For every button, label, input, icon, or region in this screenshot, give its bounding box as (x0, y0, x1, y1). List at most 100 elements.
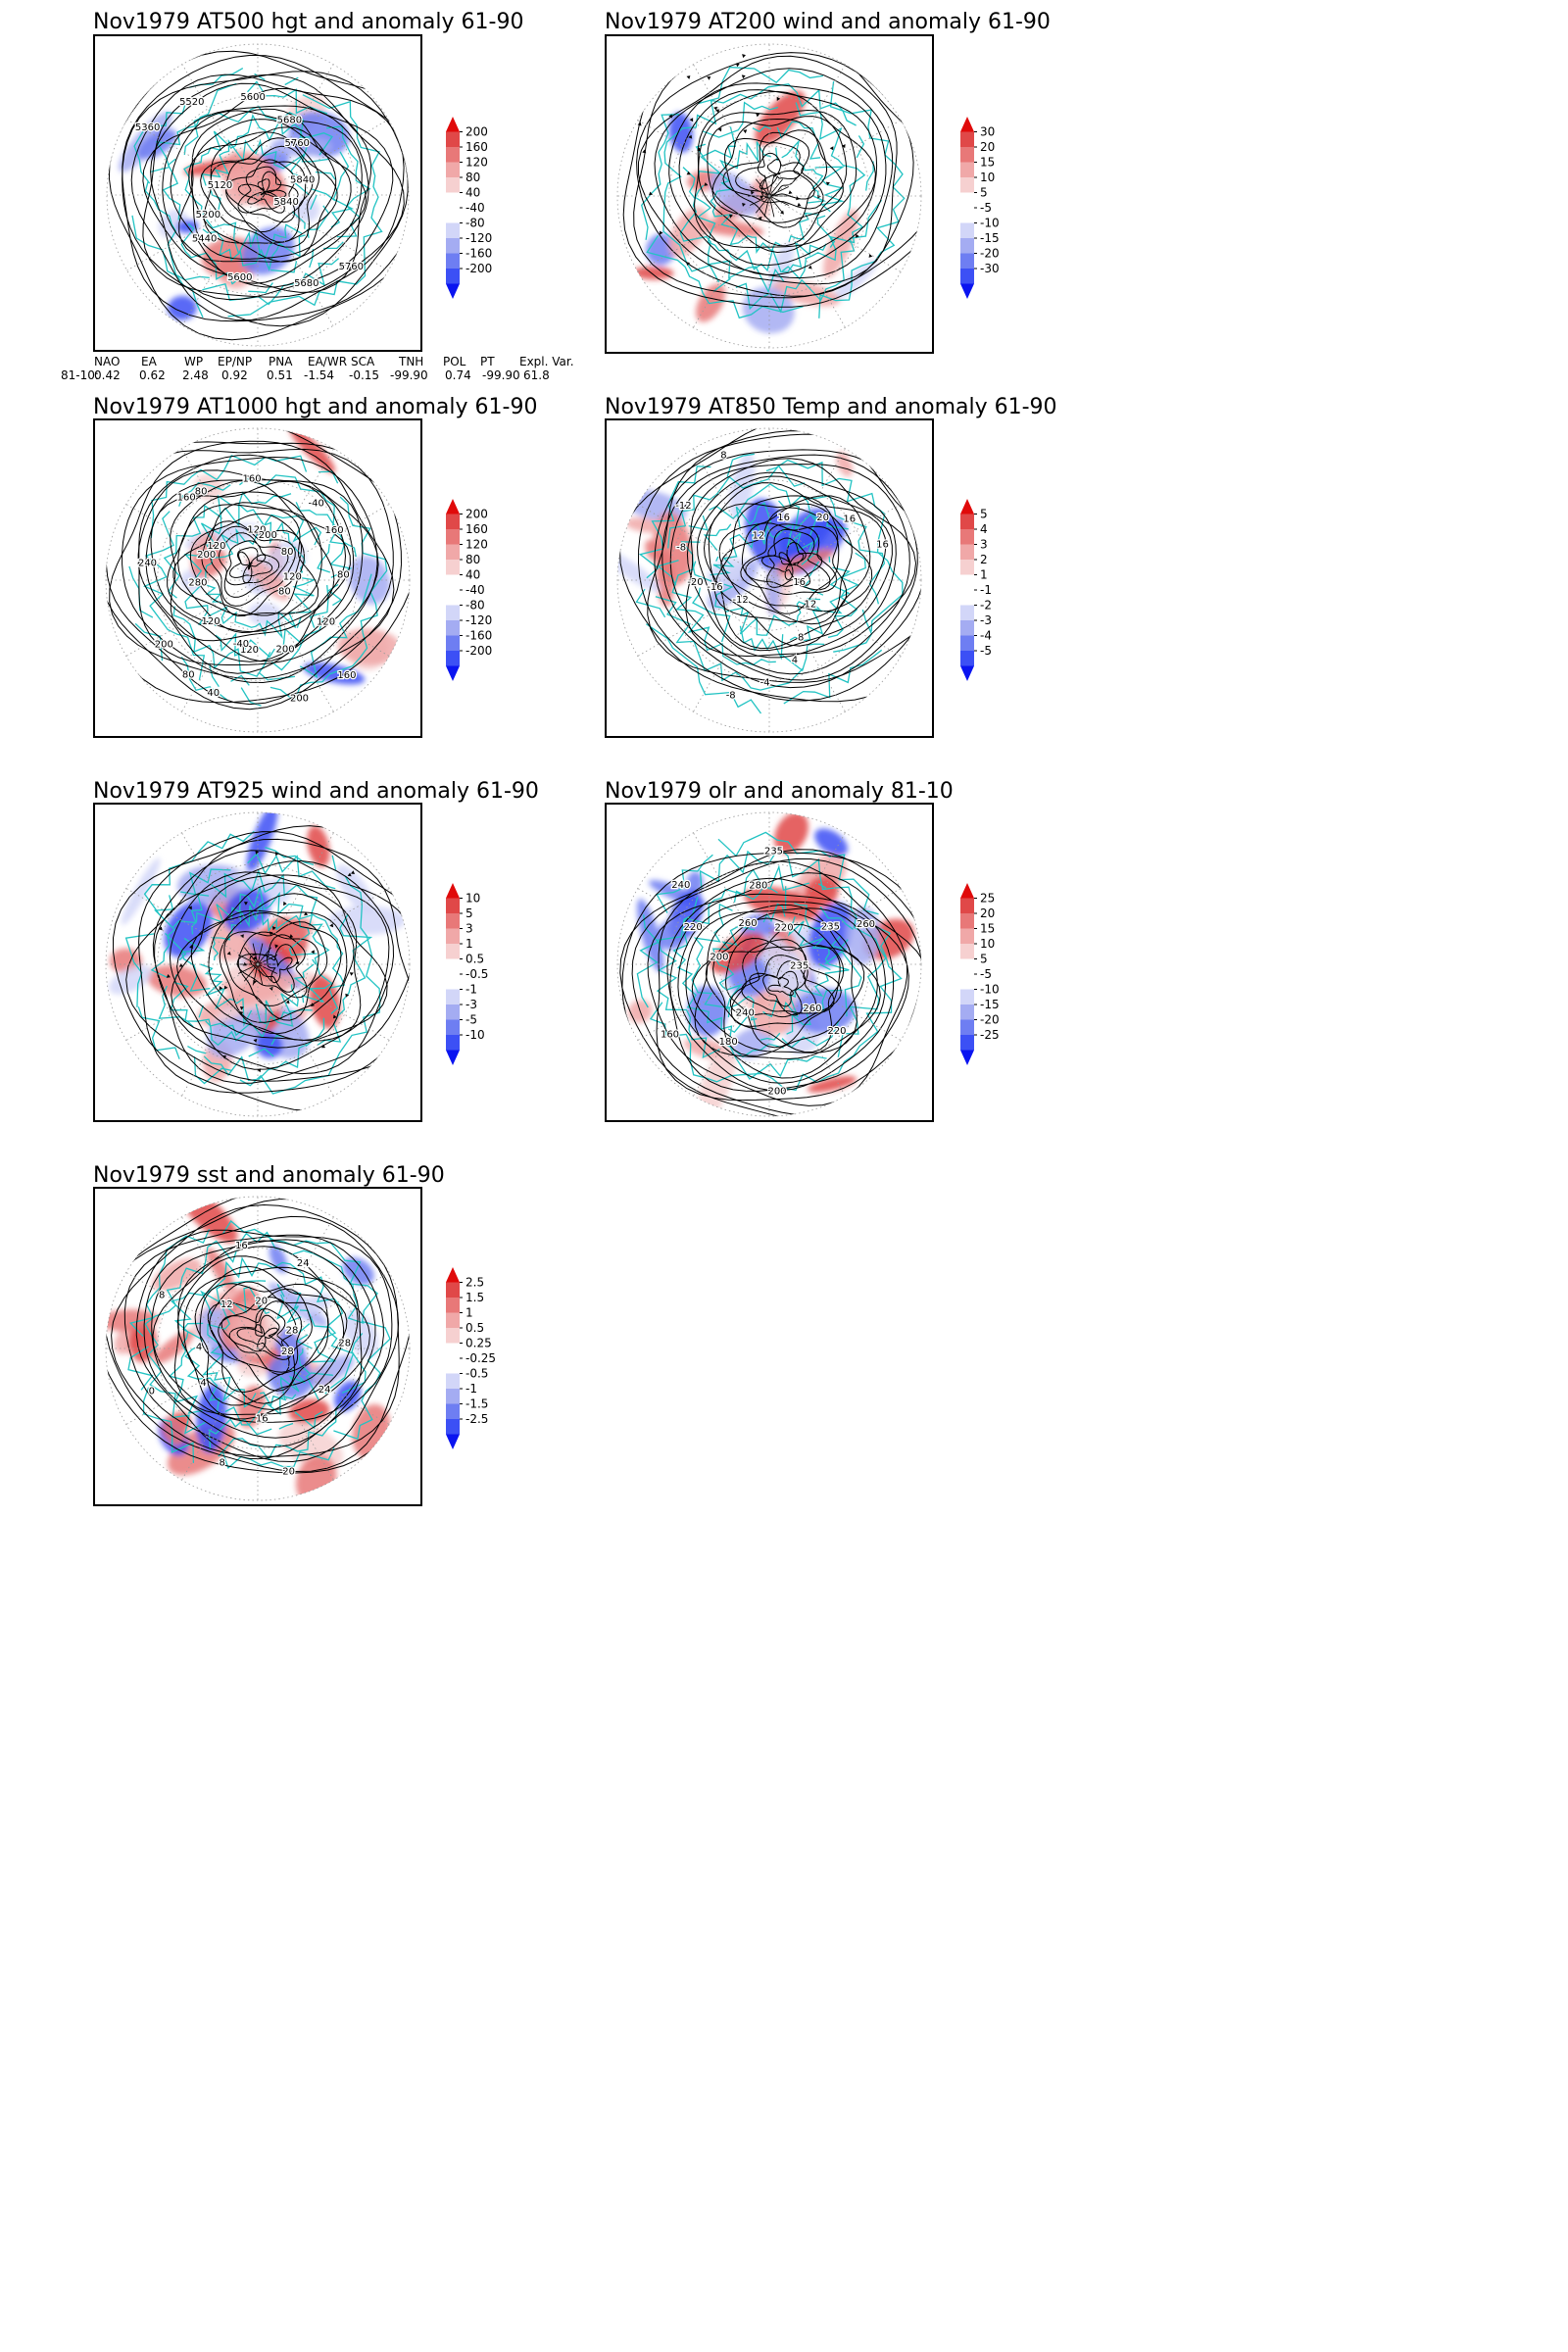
meridian-line (126, 194, 259, 271)
contour-labels: 5840 5760 5680 5600 5440 5200 5120 5360 5520 5600… (134, 91, 366, 290)
colorbar-label: -0.25 (466, 1351, 496, 1365)
map-svg-z500: 5840 5760 5680 5600 5440 5200 5120 5360 5520 5600… (106, 43, 410, 347)
anomaly-blob (744, 886, 820, 921)
colorbar-label: 5 (466, 906, 473, 920)
polar-spoke (763, 195, 770, 218)
stream-arrowhead (688, 134, 693, 139)
latitude-circle (105, 427, 411, 733)
table-header-cell: EA (141, 355, 157, 368)
coastline-path (200, 902, 318, 1027)
map-u925 (93, 803, 422, 1122)
contour-lines (108, 50, 409, 341)
colorbar-label: 1 (466, 937, 473, 951)
table-value-cell: 0.74 (445, 368, 471, 382)
anomaly-blob (617, 548, 662, 592)
polar-spoke (755, 195, 770, 214)
colorbar-label: 0.5 (466, 953, 484, 966)
colorbar-segment (960, 635, 974, 651)
polar-spoke (768, 195, 775, 218)
colorbar-label: -4 (980, 629, 992, 643)
anomaly-blob (710, 932, 766, 974)
colorbar-label: 1.5 (466, 1291, 484, 1304)
meridian-line (257, 963, 334, 1097)
anomaly-blob (668, 112, 694, 153)
contour-label: 180 (719, 1037, 738, 1048)
contour-line (765, 537, 823, 588)
streamline (190, 893, 355, 1042)
meridian-line (693, 832, 770, 965)
streamline (236, 934, 308, 999)
stream-arrowhead (856, 233, 859, 238)
colorbar-segment (960, 898, 974, 913)
colorbar-segment (446, 177, 460, 193)
meridian-line (125, 1348, 259, 1425)
contour-label: -20 (687, 577, 703, 588)
streamline (636, 52, 914, 297)
stream-arrowhead (841, 144, 846, 149)
table-value-cell: 0.42 (94, 368, 121, 382)
anomaly-blob (303, 662, 366, 685)
contour-line (677, 901, 886, 1084)
meridian-line (768, 888, 902, 965)
colorbar-segment (446, 222, 460, 238)
coastline-path (131, 68, 383, 318)
stream-arrowhead (715, 109, 720, 114)
contour-label: 8 (159, 1290, 165, 1300)
streamline (176, 882, 362, 1042)
meridian-line (768, 579, 846, 712)
latitude-circle (668, 95, 870, 297)
colorbar-segment (960, 192, 974, 208)
contour-label: 5120 (208, 180, 232, 191)
contour-label: 120 (202, 616, 220, 627)
contour-label: 8 (798, 632, 804, 643)
colorbar-label: -10 (980, 217, 1000, 230)
contour-line (210, 145, 314, 243)
table-header-cell: EP/NP (218, 355, 253, 368)
contour-label: 160 (337, 670, 356, 681)
polar-spoke (257, 955, 277, 965)
colorbar-label: 200 (466, 508, 488, 521)
colorbar-label: -15 (980, 231, 1000, 245)
coastlines (124, 830, 381, 1095)
colorbar-label: 15 (980, 156, 995, 170)
streamline (759, 158, 801, 190)
colorbar-segment (446, 238, 460, 254)
stream-arrowhead (689, 118, 694, 122)
anomaly-blob (328, 906, 406, 935)
stream-arrowhead (285, 1000, 290, 1004)
colorbar-segment (960, 1019, 974, 1035)
contour-label: 160 (661, 1030, 679, 1041)
colorbar-segment (446, 958, 460, 974)
colorbar-segment (960, 177, 974, 193)
stream-arrowhead (868, 254, 873, 258)
contour-label: 160 (177, 493, 196, 504)
stream-arrowhead (637, 122, 642, 126)
contour-label: 80 (281, 547, 294, 558)
meridian-line (257, 504, 390, 581)
latitude-circle (105, 811, 411, 1117)
table-header-cell: SCA (351, 355, 375, 368)
contour-line (152, 1240, 363, 1423)
colorbar-label: -10 (980, 983, 1000, 997)
polar-spoke (768, 178, 784, 197)
contour-line (138, 454, 379, 665)
contour-label: 8 (220, 1458, 225, 1469)
contour-line (189, 513, 305, 616)
contour-label: -40 (233, 639, 249, 650)
latitude-circle (157, 1248, 359, 1449)
meridian-line (637, 888, 770, 965)
streamline (724, 129, 828, 228)
contour-line (151, 1239, 376, 1439)
colorbar-label: 10 (980, 937, 995, 951)
map-t850: 16 12 8 4 -4 -8 -12 -16 -20 -8 -12 8 12 16 20 16 16 (605, 418, 934, 738)
colorbar-label: 10 (980, 171, 995, 184)
meridian-line (257, 1272, 390, 1349)
colorbar-label: 200 (466, 125, 488, 139)
anomaly-blob (342, 1256, 374, 1286)
contour-label: 160 (243, 474, 262, 485)
contour-line (150, 82, 394, 301)
polar-spoke (252, 963, 259, 986)
colorbar-svg-sst: 2.51.5 10.5 0.25-0.25 -0.5-1-1.5-2.5 (446, 1267, 496, 1449)
contour-label: 28 (286, 1326, 299, 1337)
colorbar-segment (960, 620, 974, 636)
